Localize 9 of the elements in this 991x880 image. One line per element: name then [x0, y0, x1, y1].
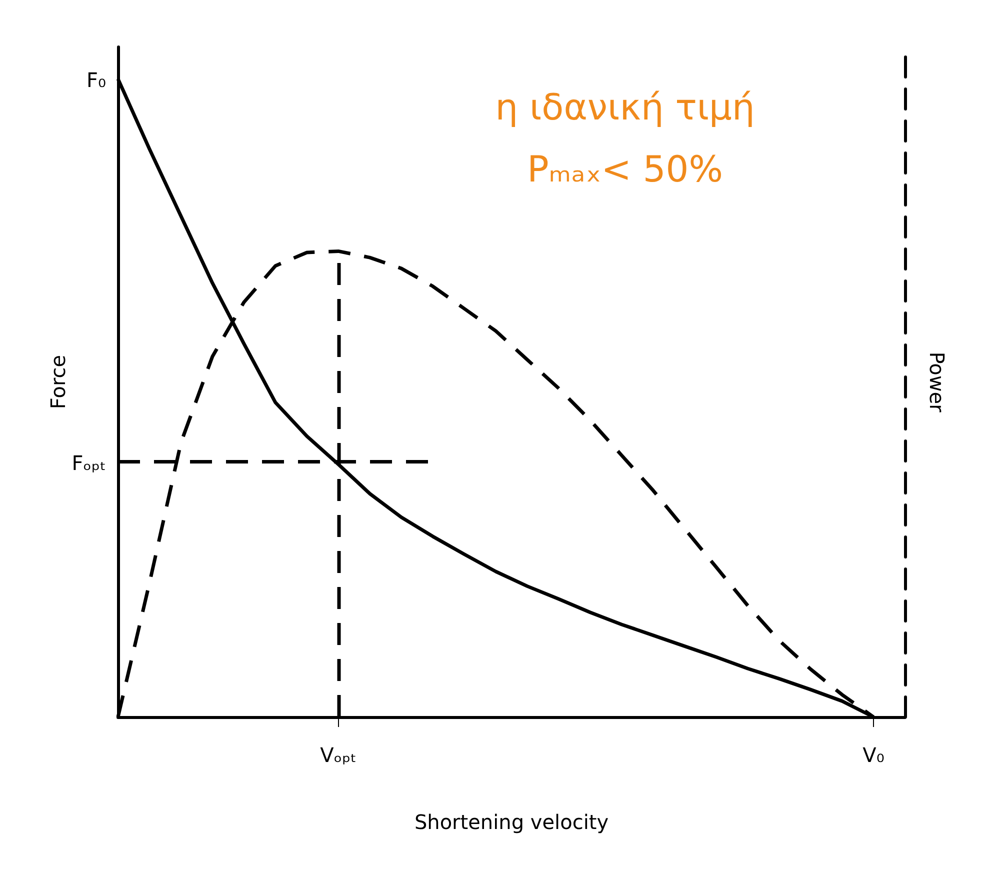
- text: F₀: [86, 68, 106, 92]
- annotation: Pₘₐₓ< 50%: [527, 150, 723, 190]
- x-tick-label: V₀: [862, 743, 884, 767]
- y2-axis-title: Power: [925, 352, 949, 414]
- x-axis-title: Shortening velocity: [414, 810, 609, 834]
- text: Fₒₚₜ: [72, 451, 106, 475]
- y-axis-title: Force: [46, 354, 70, 410]
- annotation: η ιδανική τιμή: [495, 88, 755, 128]
- x-tick-label: Vₒₚₜ: [320, 743, 357, 767]
